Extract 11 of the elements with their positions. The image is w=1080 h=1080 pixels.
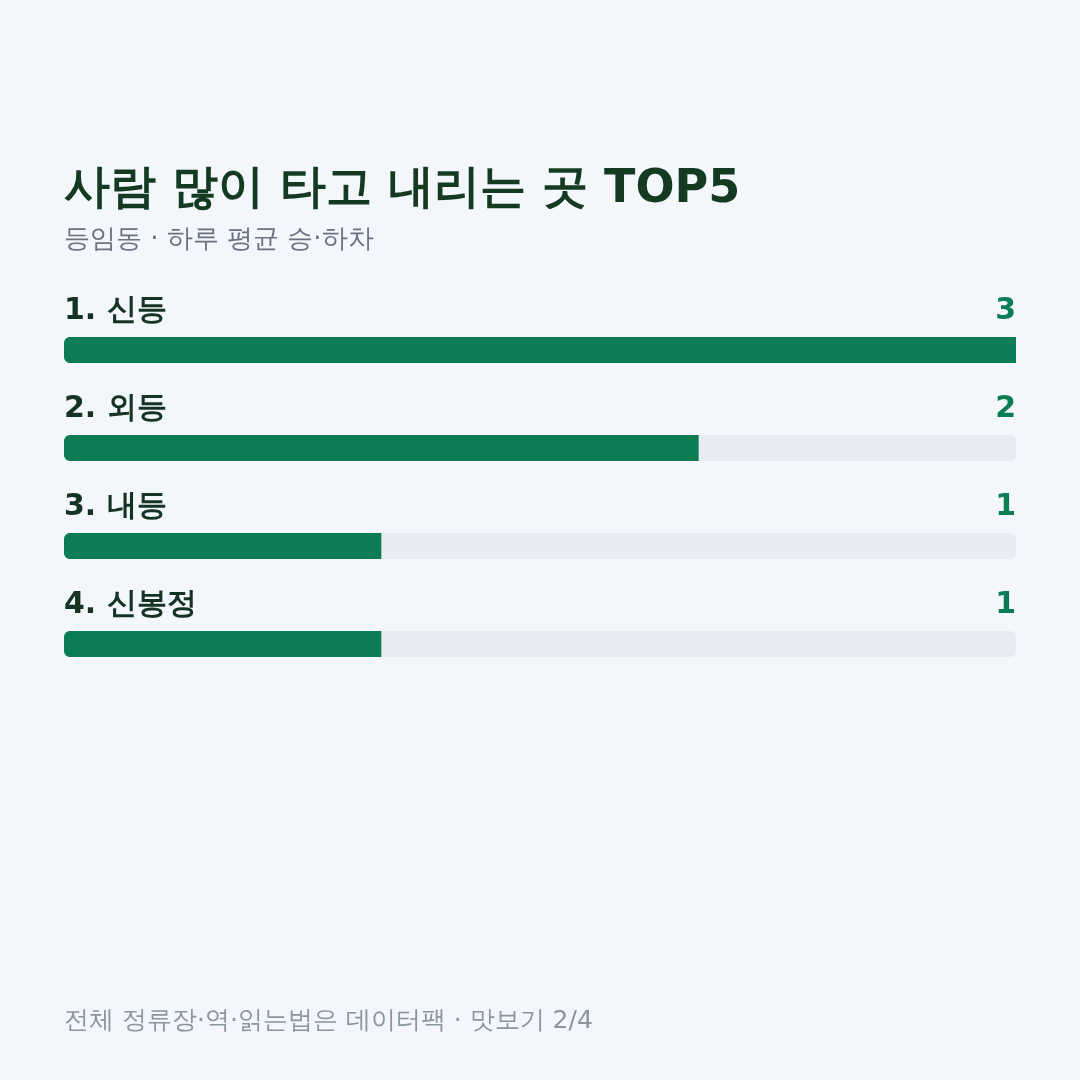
y-tick-label: 3. 내등: [64, 487, 167, 522]
data-label: 1: [995, 487, 1016, 522]
chart-subtitle: 등임동 · 하루 평균 승·하차: [64, 223, 374, 253]
data-label: 1: [995, 585, 1016, 620]
data-label: 3: [995, 291, 1016, 326]
y-tick-label: 1. 신등: [64, 291, 167, 326]
data-label: 2: [995, 389, 1016, 424]
y-tick-label: 4. 신봉정: [64, 585, 197, 620]
chart-title: 사람 많이 타고 내리는 곳 TOP5: [64, 159, 741, 213]
y-tick-label: 2. 외등: [64, 389, 167, 424]
text: 전체 정류장·역·읽는법은 데이터팩 · 맛보기 2/4: [64, 1005, 593, 1034]
